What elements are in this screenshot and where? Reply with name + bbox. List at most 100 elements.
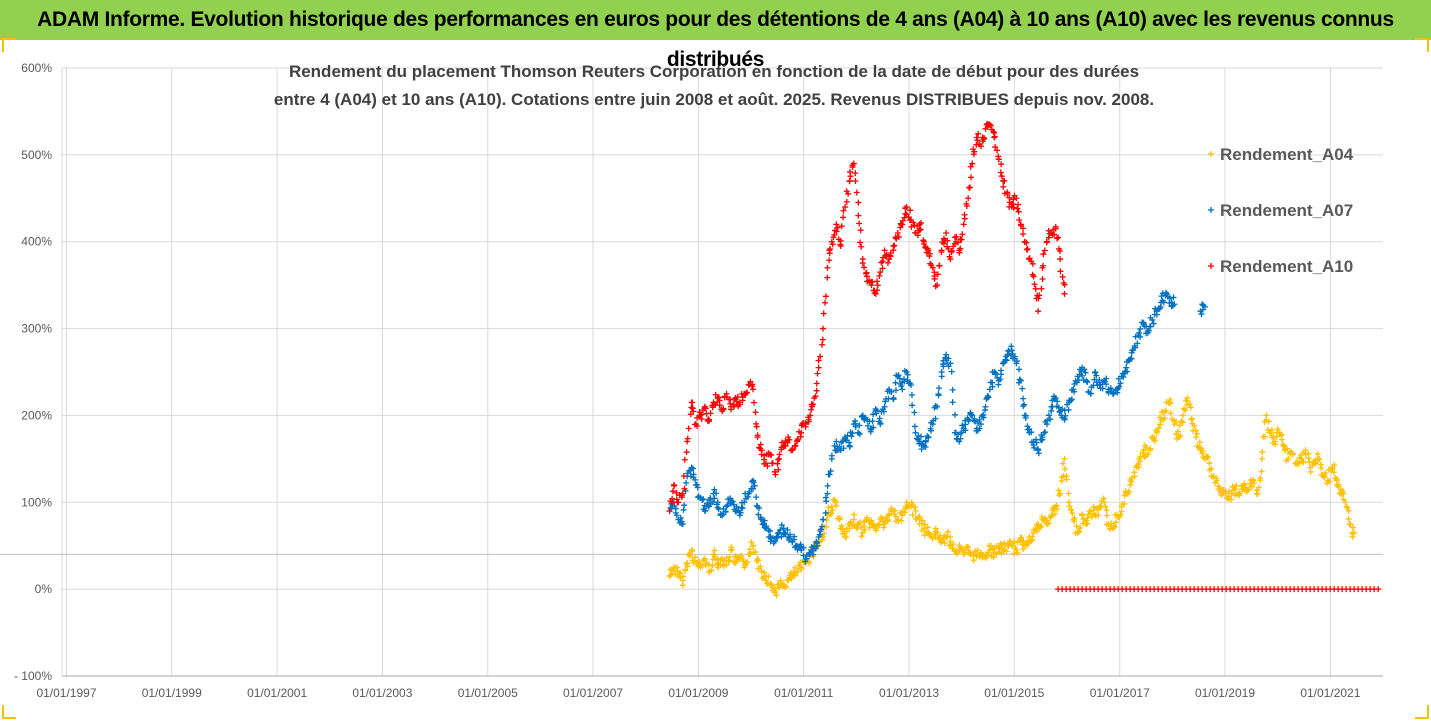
rendement-a10-point (1055, 234, 1062, 241)
rendement-a10-point (752, 409, 759, 416)
rendement-a10-point (855, 212, 862, 219)
frame-corner-top-right (1415, 38, 1429, 52)
rendement-a07-point (904, 371, 911, 378)
rendement-a10-point (1041, 247, 1048, 254)
rendement-a04-point (1059, 460, 1066, 467)
rendement-a10-point (959, 231, 966, 238)
rendement-a10-point (925, 247, 932, 254)
rendement-a10-point (1001, 177, 1008, 184)
rendement-a10-point (886, 256, 893, 263)
rendement-a07-point (1150, 320, 1157, 327)
rendement-a10-point (1040, 262, 1047, 269)
rendement-a04-point (672, 571, 679, 578)
rendement-a10-point (813, 387, 820, 394)
rendement-a10-point (789, 446, 796, 453)
rendement-a04-point (1193, 434, 1200, 441)
rendement-a10-point (1059, 273, 1066, 280)
rendement-a04-point (1173, 418, 1180, 425)
y-tick-label: 600% (21, 61, 52, 75)
rendement-a10-point (859, 260, 866, 267)
rendement-a10-point (926, 253, 933, 260)
rendement-a10-point (819, 325, 826, 332)
rendement-a04-point (1333, 477, 1340, 484)
rendement-a07-point (908, 392, 915, 399)
rendement-a04-point (950, 541, 957, 548)
rendement-a04-point (725, 558, 732, 565)
rendement-a07-point (1006, 348, 1013, 355)
rendement-a07-point (692, 476, 699, 483)
rendement-a07-point (892, 379, 899, 386)
rendement-a04-point (1322, 470, 1329, 477)
rendement-a07-point (814, 540, 821, 547)
rendement-a04-point (1011, 550, 1018, 557)
rendement-a04-point (876, 521, 883, 528)
rendement-a04-point (1102, 503, 1109, 510)
rendement-a04-point (794, 568, 801, 575)
rendement-a10-point (754, 432, 761, 439)
rendement-a07-point (677, 514, 684, 521)
rendement-a04-point (1186, 401, 1193, 408)
rendement-a10-point (857, 227, 864, 234)
rendement-a10-point (775, 456, 782, 463)
rendement-a04-point (836, 514, 843, 521)
rendement-a10-point (998, 173, 1005, 180)
rendement-a04-point (1188, 416, 1195, 423)
rendement-a07-point (918, 433, 925, 440)
rendement-a10-point (802, 423, 809, 430)
rendement-a10-point (981, 135, 988, 142)
legend: Rendement_A04 Rendement_A07 Rendement_A10 (1220, 145, 1354, 276)
rendement-a04-point (1074, 529, 1081, 536)
rendement-a10-point (907, 207, 914, 214)
rendement-a10-point (852, 177, 859, 184)
rendement-a10-point (966, 184, 973, 191)
rendement-a10-point (857, 239, 864, 246)
rendement-a07-point (1021, 401, 1028, 408)
rendement-a04-point (1222, 490, 1229, 497)
rendement-a04-point (970, 557, 977, 564)
rendement-a04-point (1262, 433, 1269, 440)
rendement-a10-point (1036, 292, 1043, 299)
rendement-a07-point (1115, 375, 1122, 382)
rendement-a04-point (1208, 465, 1215, 472)
rendement-a04-point (1137, 453, 1144, 460)
rendement-a04-point (1349, 533, 1356, 540)
rendement-a04-point (1151, 437, 1158, 444)
rendement-a04-point (679, 573, 686, 580)
rendement-a10-point (1045, 234, 1052, 241)
rendement-a07-point (1128, 355, 1135, 362)
rendement-a07-point (1137, 325, 1144, 332)
rendement-a04-point (771, 585, 778, 592)
rendement-a07-point (1132, 344, 1139, 351)
rendement-a10-point (826, 247, 833, 254)
rendement-a10-point (772, 471, 779, 478)
axis-layer: 600% 500% 400% 300% 200% 100% 0% - 100% 01/01/19… (0, 61, 1383, 700)
rendement-a07-point (949, 386, 956, 393)
rendement-a07-point (962, 421, 969, 428)
rendement-a04-point (768, 581, 775, 588)
y-tick-label: 400% (21, 235, 52, 249)
rendement-a10-point (969, 160, 976, 167)
rendement-a07-point (693, 481, 700, 488)
rendement-a10-point (690, 408, 697, 415)
x-tick-label: 01/01/2015 (984, 686, 1044, 700)
rendement-a10-point (879, 265, 886, 272)
rendement-a10-point (852, 170, 859, 177)
rendement-a04-point (1307, 468, 1314, 475)
rendement-a07-point (1065, 406, 1072, 413)
rendement-a07-point (1096, 376, 1103, 383)
rendement-a04-point (748, 539, 755, 546)
rendement-a04-point (1020, 546, 1027, 553)
rendement-a10-point (918, 219, 925, 226)
rendement-a10-point (874, 282, 881, 289)
rendement-a10-point (905, 213, 912, 220)
rendement-a04-point (682, 567, 689, 574)
rendement-a04-point (880, 524, 887, 531)
y-tick-label: 0% (35, 582, 53, 596)
rendement-a10-point (843, 198, 850, 205)
rendement-a07-point (780, 525, 787, 532)
rendement-a10-point (1004, 190, 1011, 197)
rendement-a07-point (864, 422, 871, 429)
rendement-a04-point (986, 547, 993, 554)
rendement-a07-point (1116, 383, 1123, 390)
rendement-a07-point (822, 494, 829, 501)
